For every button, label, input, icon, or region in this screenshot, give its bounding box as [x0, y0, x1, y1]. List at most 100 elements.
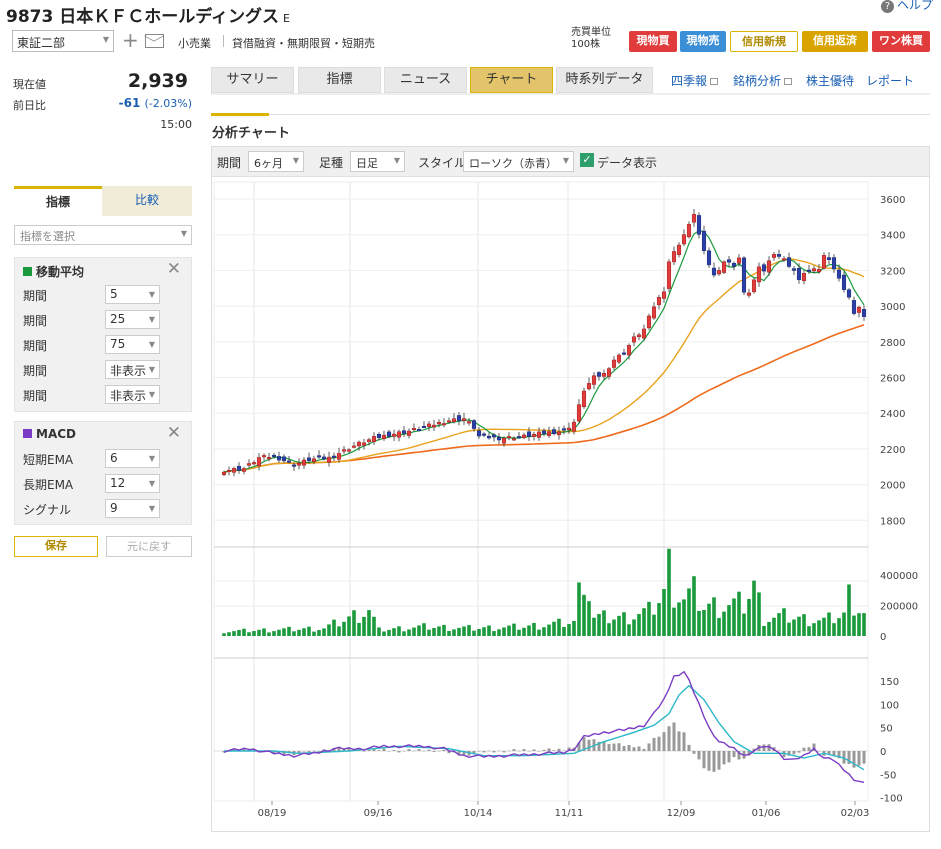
volume-bar — [412, 627, 416, 636]
candle-body — [366, 439, 372, 443]
candle-body — [651, 306, 657, 319]
save-button[interactable]: 保存 — [14, 536, 98, 557]
volume-bar — [792, 619, 796, 636]
candle-body — [531, 434, 537, 437]
close-icon[interactable]: ✕ — [166, 259, 181, 279]
candle-body — [831, 257, 837, 270]
add-portfolio-plus-icon[interactable]: + — [122, 28, 139, 52]
volume-bar — [427, 629, 431, 636]
market-select[interactable]: 東証二部 ▼ — [12, 30, 114, 52]
macd-row-label: シグナル — [23, 503, 72, 517]
candle-body — [681, 234, 687, 245]
macd-histogram-bar — [282, 751, 286, 755]
volume-bar — [467, 625, 471, 636]
macd-histogram-bar — [832, 751, 836, 757]
macd-histogram-bar — [507, 750, 511, 752]
help-link[interactable]: ? ヘルプ — [880, 0, 933, 13]
indicator-select[interactable]: 指標を選択 ▼ — [14, 225, 192, 245]
section-title: 分析チャート — [212, 126, 290, 141]
current-price: 2,939 — [127, 70, 188, 92]
margin-repay-button[interactable]: 信用返済 — [802, 31, 868, 52]
candle-body — [421, 425, 427, 428]
help-label: ヘルプ — [896, 0, 933, 12]
period-label: 期間 — [217, 156, 242, 170]
mail-icon[interactable] — [145, 34, 164, 48]
volume-bar — [377, 627, 381, 636]
ma-period-select-3[interactable]: 75 ▼ — [105, 335, 160, 354]
candle-body — [256, 457, 262, 466]
macd-histogram-bar — [412, 750, 416, 752]
tab-summary[interactable]: サマリー — [211, 67, 294, 93]
volume-bar — [302, 628, 306, 636]
candle-body — [751, 279, 757, 293]
chevron-down-icon: ▼ — [148, 454, 155, 463]
candle-body — [726, 259, 732, 263]
candle-body — [806, 269, 812, 272]
tab-indicators[interactable]: 指標 — [298, 67, 381, 93]
macd-histogram-bar — [252, 749, 256, 751]
indicator-select-placeholder: 指標を選択 — [20, 230, 75, 243]
change-percent: (-2.03%) — [144, 97, 193, 110]
x-axis-tick: 08/19 — [258, 808, 287, 819]
candle-body — [601, 372, 607, 377]
volume-bar — [732, 598, 736, 636]
volume-bar — [287, 626, 291, 636]
price-axis-tick: 2800 — [880, 338, 905, 349]
macd-short-ema-select[interactable]: 6 ▼ — [105, 449, 160, 468]
macd-histogram-bar — [672, 722, 676, 751]
tab-compare[interactable]: 比較 — [102, 186, 192, 216]
candle-body — [686, 224, 692, 238]
report-link[interactable]: レポート — [866, 72, 914, 89]
candle-body — [631, 336, 637, 343]
benefits-link[interactable]: 株主優待 — [806, 72, 854, 89]
ma-period-select-4[interactable]: 非表示 ▼ — [105, 360, 160, 379]
ma-period-select-5[interactable]: 非表示 ▼ — [105, 385, 160, 404]
volume-bar — [707, 603, 711, 636]
volume-bar — [682, 599, 686, 636]
foot-value: 日足 — [356, 157, 378, 170]
one-share-buy-button[interactable]: ワン株買 — [872, 31, 930, 52]
candle-body — [346, 449, 352, 452]
close-icon[interactable]: ✕ — [166, 423, 181, 443]
candle-body — [261, 455, 267, 458]
candle-body — [821, 255, 827, 269]
volume-bar — [627, 624, 631, 636]
macd-histogram-bar — [567, 747, 571, 751]
candle-body — [301, 459, 307, 466]
macd-long-ema-select[interactable]: 12 ▼ — [105, 474, 160, 493]
spot-sell-button[interactable]: 現物売 — [680, 31, 726, 52]
ma-period-select-1[interactable]: 5 ▼ — [105, 285, 160, 304]
data-display-checkbox[interactable]: ✓ — [580, 153, 594, 167]
tab-indicator[interactable]: 指標 — [14, 186, 102, 216]
analysis-chart: 3600 3400 3200 3000 2800 2600 2400 2200 2000 1800… — [213, 181, 918, 819]
volume-bar — [442, 624, 446, 636]
volume-bar — [312, 631, 316, 636]
macd-histogram-bar — [437, 750, 441, 752]
margin-new-button[interactable]: 信用新規 — [730, 31, 798, 52]
candle-body — [861, 309, 867, 317]
reset-button[interactable]: 元に戻す — [106, 536, 192, 557]
tab-chart[interactable]: チャート — [470, 67, 553, 93]
spot-buy-button[interactable]: 現物買 — [629, 31, 677, 52]
volume-bar — [242, 628, 246, 636]
macd-histogram-bar — [332, 747, 336, 751]
macd-histogram-bar — [537, 751, 541, 752]
macd-histogram-bar — [607, 744, 611, 751]
volume-bar — [327, 624, 331, 636]
industry-link[interactable]: 小売業 — [178, 37, 211, 50]
period-select[interactable]: 6ヶ月 ▼ — [248, 151, 304, 172]
volume-bar — [787, 622, 791, 636]
ma-period-select-2[interactable]: 25 ▼ — [105, 310, 160, 329]
macd-histogram-bar — [797, 751, 801, 753]
volume-bar — [752, 580, 756, 636]
shikiho-link[interactable]: 四季報 — [671, 72, 719, 89]
candle-body — [276, 456, 282, 461]
volume-bar — [692, 576, 696, 636]
volume-bar — [572, 620, 576, 636]
tab-timeseries[interactable]: 時系列データ — [556, 67, 653, 93]
macd-signal-select[interactable]: 9 ▼ — [105, 499, 160, 518]
style-select[interactable]: ローソク（赤青） ▼ — [463, 151, 574, 172]
foot-select[interactable]: 日足 ▼ — [350, 151, 405, 172]
tab-news[interactable]: ニュース — [384, 67, 467, 93]
analysis-link[interactable]: 銘柄分析 — [733, 72, 793, 89]
